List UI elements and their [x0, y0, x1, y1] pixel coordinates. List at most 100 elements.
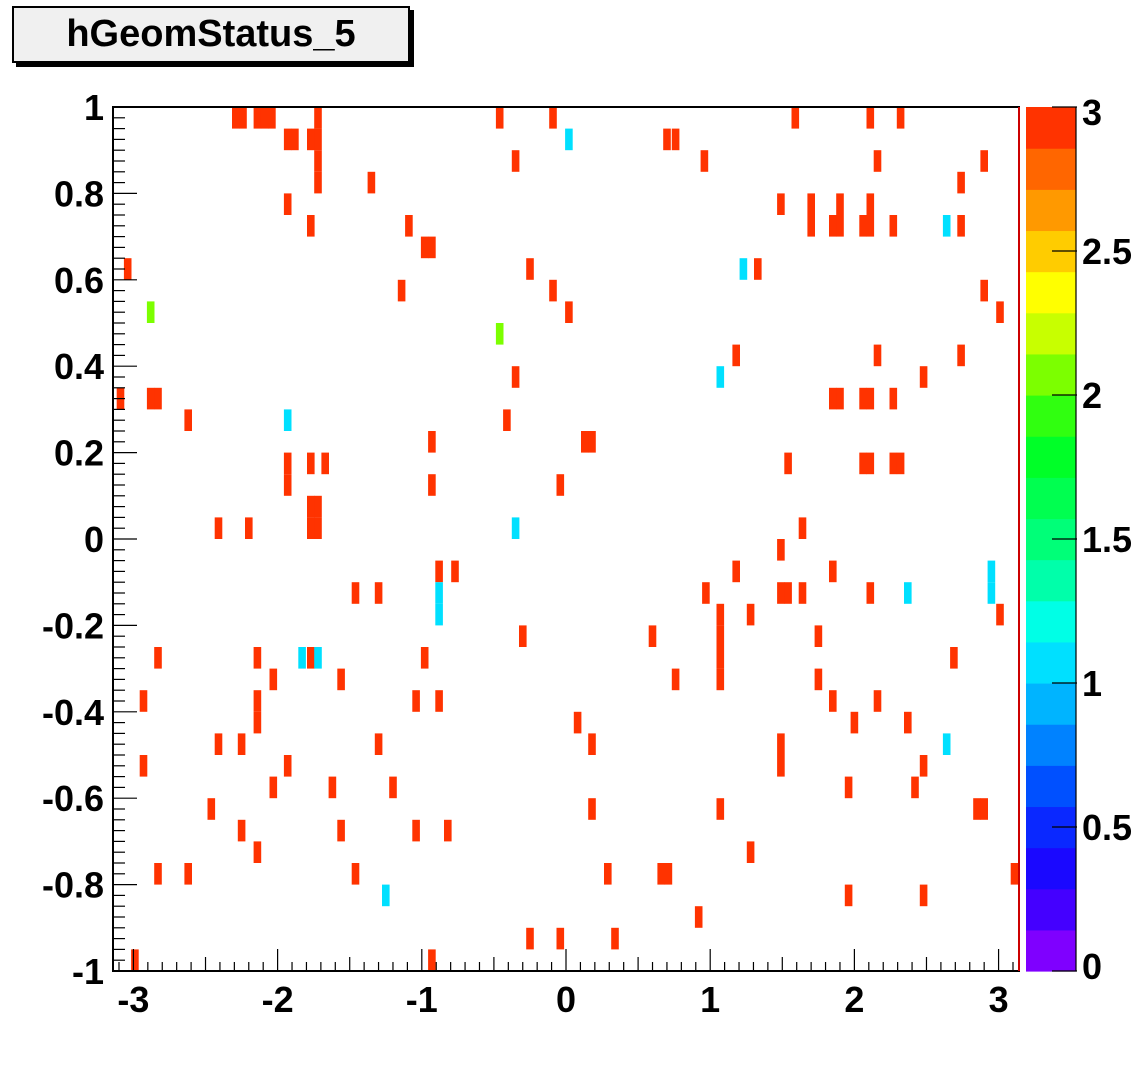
heatmap-cell — [412, 690, 420, 712]
heatmap-cell — [791, 107, 800, 129]
heatmap-cell — [314, 128, 322, 151]
heatmap-cell — [889, 215, 898, 237]
heatmap-cell — [253, 711, 262, 734]
heatmap-cell — [123, 258, 132, 280]
palette-swatch — [1026, 559, 1076, 602]
palette-tick-label: 0 — [1082, 946, 1102, 987]
heatmap-cell — [588, 733, 596, 755]
heatmap-cell — [942, 215, 951, 237]
heatmap-cell — [896, 107, 905, 129]
heatmap-cell — [798, 582, 807, 604]
heatmap-cell — [283, 474, 292, 496]
heatmap-cell — [184, 863, 192, 885]
heatmap-cell — [435, 560, 443, 583]
y-tick-label: 0.4 — [54, 346, 104, 387]
x-axis: -3 -2 -1 0 1 2 3 — [117, 949, 1014, 1020]
heatmap-cell — [777, 733, 785, 755]
heatmap-cell — [495, 323, 504, 345]
heatmap-cell — [829, 560, 837, 583]
heatmap-cell — [232, 107, 240, 129]
heatmap-cell — [996, 603, 1004, 626]
heatmap-cell — [420, 236, 429, 259]
heatmap-cell — [957, 344, 965, 367]
heatmap-cell — [807, 215, 815, 237]
palette-swatch — [1026, 724, 1076, 766]
heatmap-cell — [732, 560, 740, 583]
heatmap-cell — [588, 431, 596, 453]
heatmap-cell — [283, 128, 292, 151]
palette-swatch — [1026, 148, 1076, 190]
heatmap-cell — [873, 344, 882, 367]
heatmap-cell — [987, 560, 996, 583]
histogram-title: hGeomStatus_5 — [12, 6, 410, 63]
heatmap-cell — [307, 452, 315, 475]
heatmap-cell — [405, 215, 413, 237]
heatmap-cell — [351, 863, 360, 885]
heatmap-cell — [754, 258, 762, 280]
heatmap-cell — [283, 409, 292, 431]
heatmap-cell — [337, 668, 345, 691]
heatmap-cell — [420, 647, 429, 669]
heatmap-cell — [716, 625, 725, 647]
heatmap-cell — [237, 819, 246, 842]
y-axis: -1 -0.8 -0.6 -0.4 -0.2 0 0.2 0.4 0.6 0.8 1 — [42, 87, 137, 992]
heatmap-cell — [873, 690, 882, 712]
heatmap-cell — [556, 927, 565, 950]
heatmap-cell — [511, 366, 520, 388]
heatmap-cell — [565, 301, 573, 323]
heatmap-cell — [207, 798, 216, 820]
heatmap-cell — [866, 193, 875, 215]
palette-tick-label: 1 — [1082, 663, 1102, 704]
heatmap-cell — [382, 884, 390, 907]
heatmap-cell — [283, 193, 292, 215]
heatmap-cell — [139, 690, 148, 712]
heatmap-cell — [980, 279, 988, 302]
heatmap-cell — [957, 171, 965, 194]
heatmap-cell — [980, 150, 988, 172]
palette-tick-label: 0.5 — [1082, 807, 1132, 848]
heatmap-cell — [495, 107, 504, 129]
heatmap-cell — [214, 517, 223, 539]
heatmap-cell — [739, 258, 748, 280]
heatmap-cell — [1010, 863, 1019, 885]
palette-swatch — [1026, 929, 1076, 972]
heatmap-cell — [829, 387, 837, 410]
heatmap-cell — [581, 431, 589, 453]
heatmap-cell — [268, 107, 276, 129]
heatmap-cell — [784, 452, 792, 475]
heatmap-cell — [239, 107, 247, 129]
heatmap-cell — [154, 647, 162, 669]
heatmap-cell — [307, 647, 315, 669]
heatmap-cell — [702, 582, 710, 604]
x-tick-label: -3 — [117, 979, 149, 1020]
heatmap-cell — [444, 819, 452, 842]
heatmap-cell — [671, 668, 680, 691]
y-tick-label: -1 — [72, 951, 104, 992]
heatmap-cell — [859, 452, 867, 475]
palette-swatch — [1026, 189, 1076, 232]
y-tick-label: 0.6 — [54, 260, 104, 301]
heatmap-cell — [996, 301, 1004, 323]
heatmap-cell — [746, 841, 755, 863]
palette-tick-label: 2 — [1082, 375, 1102, 416]
palette-swatch — [1026, 847, 1076, 890]
heatmap-cell — [588, 798, 596, 820]
palette-swatch — [1026, 107, 1076, 149]
x-tick-label: -2 — [262, 979, 294, 1020]
y-tick-label: -0.8 — [42, 865, 104, 906]
heatmap-cell — [435, 603, 443, 626]
heatmap-cell — [950, 647, 958, 669]
heatmap-cell — [283, 452, 292, 475]
heatmap-cell — [389, 776, 397, 799]
palette-swatch — [1026, 888, 1076, 931]
heatmap-cell — [298, 647, 306, 669]
heatmap-cell — [648, 625, 657, 647]
heatmap-cell — [269, 776, 278, 799]
y-tick-label: -0.2 — [42, 605, 104, 646]
heatmap-cell — [844, 776, 853, 799]
heatmap-cell — [657, 863, 665, 885]
palette-swatch — [1026, 641, 1076, 684]
heatmap-cell — [919, 884, 928, 907]
heatmap-cell — [889, 452, 898, 475]
heatmap-cell — [451, 560, 459, 583]
